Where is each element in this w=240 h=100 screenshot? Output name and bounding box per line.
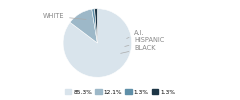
Wedge shape [63,9,132,77]
Text: HISPANIC: HISPANIC [125,37,165,46]
Text: WHITE: WHITE [42,13,86,19]
Wedge shape [70,9,97,43]
Text: A.I.: A.I. [127,30,145,38]
Wedge shape [92,9,97,43]
Wedge shape [95,9,97,43]
Legend: 85.3%, 12.1%, 1.3%, 1.3%: 85.3%, 12.1%, 1.3%, 1.3% [63,87,177,97]
Text: BLACK: BLACK [121,45,156,53]
